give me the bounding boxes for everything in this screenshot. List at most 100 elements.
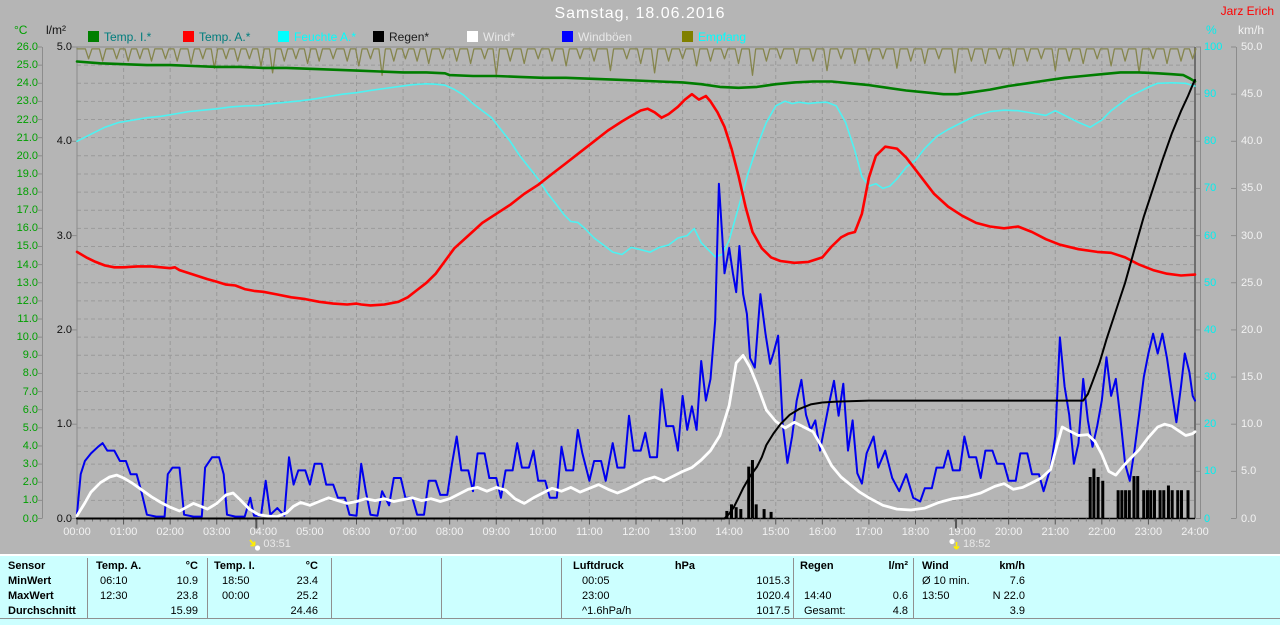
sunrise-marker: 03:51 bbox=[248, 537, 291, 551]
table-separator bbox=[441, 558, 442, 618]
wind-tick-label: 25.0 bbox=[1241, 276, 1263, 289]
temp-tick-label: 24.0 bbox=[16, 77, 38, 90]
rain-bar bbox=[750, 460, 754, 519]
table-bottom-line bbox=[0, 618, 1280, 619]
humidity-tick-label: 80 bbox=[1204, 135, 1217, 148]
sunset-marker: 18:52 bbox=[948, 537, 991, 551]
wind-tick-label: 20.0 bbox=[1241, 323, 1263, 336]
table-col-unit-regen: l/m² bbox=[888, 560, 908, 572]
legend-label: Windböen bbox=[578, 29, 633, 44]
series-feuchte-a- bbox=[76, 82, 1196, 258]
rain-bar bbox=[1120, 490, 1124, 519]
x-tick-label: 22:00 bbox=[1088, 526, 1116, 538]
table-cell-value: 25.2 bbox=[296, 590, 318, 602]
rain-tick-label: 5.0 bbox=[56, 41, 72, 53]
legend-swatch bbox=[682, 31, 693, 42]
table-col-title-temp-i: Temp. I. bbox=[214, 560, 255, 572]
x-tick-label: 17:00 bbox=[855, 526, 883, 538]
rain-bar bbox=[1152, 490, 1156, 519]
table-cell-time: 12:30 bbox=[100, 590, 128, 602]
series-wind bbox=[75, 353, 1197, 518]
table-row-label: MinWert bbox=[8, 575, 52, 587]
wind-tick-label: 50.0 bbox=[1241, 41, 1263, 53]
table-cell-value: 1017.5 bbox=[756, 605, 790, 617]
table-row-label: MaxWert bbox=[8, 590, 54, 602]
temp-tick-label: 22.0 bbox=[16, 113, 38, 126]
rain-tick-label: 0.0 bbox=[56, 512, 72, 525]
legend-swatch bbox=[88, 31, 99, 42]
x-tick-label: 15:00 bbox=[761, 526, 790, 538]
wind-tick-label: 40.0 bbox=[1241, 135, 1263, 148]
x-tick-label: 02:00 bbox=[156, 526, 184, 538]
rain-bar bbox=[1149, 490, 1153, 519]
table-col-unit-temp-a: °C bbox=[185, 560, 198, 572]
x-tick-label: 20:00 bbox=[994, 526, 1023, 538]
x-tick-label: 19:00 bbox=[948, 526, 976, 538]
rain-bar bbox=[1101, 480, 1105, 519]
page-title: Samstag, 18.06.2016 bbox=[554, 5, 726, 22]
rain-bar bbox=[1116, 490, 1120, 519]
rain-bar bbox=[1092, 468, 1096, 519]
rain-bar bbox=[1136, 476, 1140, 519]
series-empfang bbox=[76, 48, 1197, 76]
humidity-tick-label: 30 bbox=[1204, 371, 1217, 384]
humidity-tick-label: 20 bbox=[1204, 418, 1217, 431]
table-separator bbox=[207, 558, 208, 618]
rain-bar bbox=[1176, 490, 1180, 519]
legend-label: Temp. A.* bbox=[199, 29, 251, 44]
table-col-unit-temp-i: °C bbox=[305, 560, 318, 572]
humidity-tick-label: 40 bbox=[1204, 323, 1217, 336]
table-cell-value: 4.8 bbox=[892, 605, 908, 617]
table-col-title-luftdruck: Luftdruck bbox=[573, 560, 624, 572]
wind-axis-unit: km/h bbox=[1238, 23, 1265, 37]
x-tick-label: 16:00 bbox=[808, 526, 837, 538]
legend-item-4: Regen* bbox=[373, 30, 429, 44]
rain-bar bbox=[754, 504, 758, 519]
table-cell-value: 23.8 bbox=[176, 590, 198, 602]
series-regen-summe- bbox=[76, 79, 1196, 520]
legend-swatch bbox=[562, 31, 573, 42]
table-separator bbox=[793, 558, 794, 618]
legend-label: Wind* bbox=[483, 29, 516, 44]
x-tick-label: 13:00 bbox=[668, 526, 697, 538]
table-cell-value: 15.99 bbox=[170, 605, 198, 617]
legend-item-7: Empfang bbox=[682, 30, 746, 44]
rain-bar bbox=[747, 466, 751, 519]
x-tick-label: 23:00 bbox=[1134, 526, 1163, 538]
x-tick-label: 06:00 bbox=[342, 526, 371, 538]
rain-bar bbox=[1179, 490, 1183, 519]
legend-swatch bbox=[373, 31, 384, 42]
temp-tick-label: 13.0 bbox=[16, 276, 38, 289]
legend-swatch bbox=[278, 31, 289, 42]
x-tick-label: 08:00 bbox=[435, 526, 464, 538]
table-col-title-regen: Regen bbox=[800, 560, 834, 572]
series-temp-a- bbox=[75, 92, 1197, 307]
legend-swatch bbox=[467, 31, 478, 42]
temp-tick-label: 0.0 bbox=[22, 512, 38, 525]
humidity-tick-label: 100 bbox=[1204, 41, 1223, 53]
sunrise-icon bbox=[249, 538, 261, 551]
x-tick-label: 04:00 bbox=[249, 526, 278, 538]
table-cell-value: N 22.0 bbox=[992, 590, 1025, 602]
x-tick-label: 00:00 bbox=[63, 526, 91, 538]
table-cell-value: 1015.3 bbox=[756, 575, 790, 587]
rain-tick-label: 4.0 bbox=[56, 135, 72, 148]
rain-bar bbox=[1145, 490, 1149, 519]
rain-bar bbox=[1127, 490, 1131, 519]
table-cell-time: Gesamt: bbox=[804, 605, 846, 617]
wind-tick-label: 0.0 bbox=[1241, 512, 1257, 525]
temp-tick-label: 7.0 bbox=[22, 385, 38, 398]
series-windb-en bbox=[76, 182, 1196, 518]
x-tick-label: 10:00 bbox=[529, 526, 557, 538]
wind-tick-label: 45.0 bbox=[1241, 88, 1263, 101]
table-cell-value: 24.46 bbox=[290, 605, 318, 617]
x-tick-label: 03:00 bbox=[202, 526, 231, 538]
legend-label: Temp. I.* bbox=[104, 29, 152, 44]
rain-bar bbox=[1096, 477, 1100, 519]
wind-tick-label: 10.0 bbox=[1241, 418, 1263, 431]
temp-tick-label: 2.0 bbox=[22, 476, 38, 489]
humidity-axis-unit: % bbox=[1206, 23, 1217, 37]
station-name: Jarz Erich bbox=[1220, 4, 1274, 18]
rain-bar bbox=[769, 511, 773, 519]
